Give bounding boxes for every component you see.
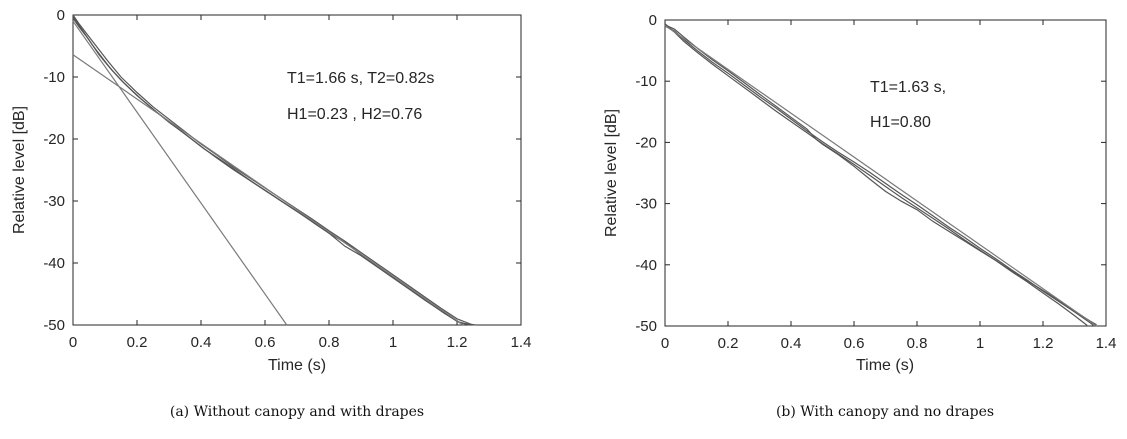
panel-b-y-axis-label: Relative level [dB] (603, 109, 620, 237)
panel-a-y-tick-label: -20 (43, 131, 65, 148)
panel-a-annotation-line-1: T1=1.66 s, T2=0.82s (287, 70, 434, 87)
panel-a-y-tick-label: 0 (57, 7, 65, 24)
panel-b-y-tick-label: -30 (635, 196, 657, 213)
panel-b-decay-curve-1 (664, 25, 1094, 326)
panel-a-x-tick-label: 1.4 (511, 334, 532, 351)
panel-a-caption: (a) Without canopy and with drapes (170, 404, 424, 420)
panel-b-caption: (b) With canopy and no drapes (776, 404, 994, 420)
panel-b-x-tick-label: 0.6 (844, 335, 865, 352)
panel-b-x-tick-label: 0.2 (718, 335, 739, 352)
panel-a-decay-curve-2 (72, 15, 477, 326)
panel-b-ticks (664, 19, 1107, 327)
panel-b-x-tick-label: 0.4 (781, 335, 802, 352)
panel-a-series (72, 14, 477, 326)
panel-b-y-tick-labels: 0 -10 -20 -30 -40 -50 (635, 12, 657, 335)
panel-b-y-tick-label: 0 (649, 12, 657, 29)
panel-b-series (664, 23, 1097, 327)
panel-a-x-tick-label: 1.2 (447, 334, 468, 351)
panel-a-x-axis-label: Time (s) (268, 357, 326, 374)
panel-a-chart: 0 0.2 0.4 0.6 0.8 1 1.2 1.4 0 -10 -20 -30 -40 -50 Ti… (11, 7, 531, 420)
panel-b-x-tick-label: 0.8 (907, 335, 928, 352)
panel-b-axes-box (664, 19, 1107, 327)
panel-b-y-tick-label: -40 (635, 257, 657, 274)
panel-a-y-axis-label: Relative level [dB] (11, 106, 28, 234)
panel-b-x-tick-label: 1 (976, 335, 984, 352)
panel-b-x-tick-label: 1.2 (1033, 335, 1054, 352)
panel-b-fit-line-3 (664, 25, 1097, 327)
panel-b-y-tick-label: -20 (635, 134, 657, 151)
panel-a-x-tick-label: 0.2 (127, 334, 148, 351)
panel-a-fit-line-4 (72, 54, 464, 326)
panel-a-x-tick-label: 0.6 (255, 334, 276, 351)
panel-b-x-tick-labels: 0 0.2 0.4 0.6 0.8 1 1.2 1.4 (661, 335, 1117, 352)
panel-b-chart: 0 0.2 0.4 0.6 0.8 1 1.2 1.4 0 -10 -20 -30 -40 -50 Ti… (603, 12, 1116, 420)
panel-b-x-tick-label: 1.4 (1096, 335, 1117, 352)
panel-b-y-tick-label: -50 (635, 318, 657, 335)
panel-a-decay-curve-0 (72, 14, 474, 326)
panel-a-annotation-line-2: H1=0.23 , H2=0.76 (287, 106, 422, 123)
panel-a-fit-line-3 (72, 20, 288, 326)
panel-a-y-tick-label: -30 (43, 193, 65, 210)
panel-a-y-tick-labels: 0 -10 -20 -30 -40 -50 (43, 7, 65, 334)
panel-b-x-tick-label: 0 (661, 335, 669, 352)
panel-b-annotation-line-1: T1=1.63 s, (870, 79, 946, 96)
panel-a-y-tick-label: -40 (43, 255, 65, 272)
panel-b-annotation-line-2: H1=0.80 (870, 114, 931, 131)
panel-a-x-tick-label: 0.4 (191, 334, 212, 351)
panel-a-ticks (72, 14, 522, 326)
panel-a-x-tick-label: 0.8 (319, 334, 340, 351)
panel-b-x-axis-label: Time (s) (856, 357, 914, 374)
panel-a-x-tick-labels: 0 0.2 0.4 0.6 0.8 1 1.2 1.4 (69, 334, 532, 351)
panel-a-axes-box (72, 14, 522, 326)
panel-b-y-tick-label: -10 (635, 73, 657, 90)
panel-a-x-tick-label: 1 (389, 334, 397, 351)
panel-a-decay-curve-1 (72, 17, 470, 326)
panel-a-y-tick-label: -50 (43, 317, 65, 334)
panel-a-y-tick-label: -10 (43, 69, 65, 86)
panel-b-decay-curve-2 (664, 23, 1088, 326)
panel-a-x-tick-label: 0 (69, 334, 77, 351)
